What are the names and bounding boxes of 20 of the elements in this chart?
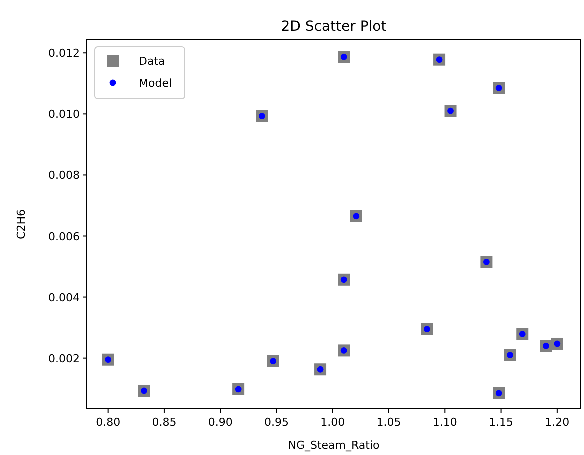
y-tick-label: 0.010 (48, 108, 80, 122)
y-axis-title: C2H6 (15, 210, 28, 240)
x-tick-label: 1.20 (545, 416, 570, 429)
x-tick-label: 0.95 (264, 416, 289, 429)
y-tick-label: 0.002 (48, 352, 80, 366)
x-axis-title: NG_Steam_Ratio (288, 439, 380, 452)
y-tick-label: 0.012 (48, 47, 80, 60)
x-tick-label: 1.15 (489, 416, 514, 429)
x-tick-label: 0.80 (96, 416, 121, 429)
x-tick-label: 0.90 (208, 416, 233, 429)
legend-label: Data (139, 55, 166, 68)
x-tick-label: 1.10 (432, 416, 458, 429)
legend-label: Model (139, 77, 172, 90)
x-tick-label: 1.05 (376, 416, 402, 429)
y-tick-label: 0.006 (48, 230, 80, 244)
y-tick-label: 0.004 (48, 291, 80, 304)
x-tick-label: 1.00 (320, 416, 346, 429)
y-tick-label: 0.008 (48, 169, 80, 182)
x-tick-label: 0.85 (152, 416, 177, 429)
chart-title: 2D Scatter Plot (281, 19, 388, 35)
